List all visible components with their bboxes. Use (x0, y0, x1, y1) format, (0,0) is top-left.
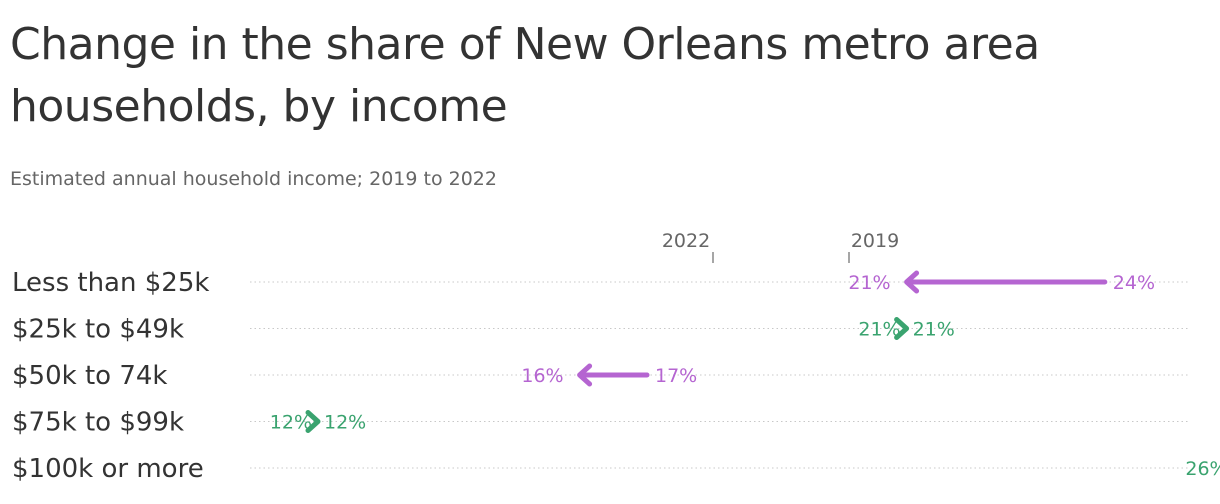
row-label: $25k to $49k (12, 315, 184, 345)
start-value-label: 17% (655, 365, 697, 387)
end-value-label: 21% (913, 319, 955, 341)
arrow-head (894, 317, 910, 340)
arrow-head (904, 270, 920, 294)
row-label: $100k or more (12, 454, 204, 484)
row-label: Less than $25k (12, 268, 209, 298)
end-value-label: 16% (521, 365, 563, 387)
start-value-label: 12% (270, 412, 312, 434)
arrow-head (577, 363, 593, 387)
arrow-head (305, 410, 321, 433)
key-label-2019: 2019 (851, 230, 899, 252)
chart-title: Change in the share of New Orleans metro… (10, 19, 1040, 132)
arrow-chart: 2022 2019 Less than $25k 21% 24% $25k to $4… (12, 230, 1220, 484)
start-value-label: 26% (1185, 458, 1220, 480)
chart-rows: Less than $25k 21% 24% $25k to $49k 21% 21% $5… (12, 268, 1220, 484)
key-label-2022: 2022 (662, 230, 710, 252)
year-key: 2022 2019 (662, 230, 899, 263)
start-value-label: 24% (1113, 272, 1155, 294)
start-value-label: 21% (858, 319, 900, 341)
end-value-label: 12% (324, 412, 366, 434)
row-label: $75k to $99k (12, 408, 184, 438)
chart-subtitle: Estimated annual household income; 2019 … (10, 168, 497, 190)
row-label: $50k to 74k (12, 361, 167, 391)
end-value-label: 21% (848, 272, 890, 294)
